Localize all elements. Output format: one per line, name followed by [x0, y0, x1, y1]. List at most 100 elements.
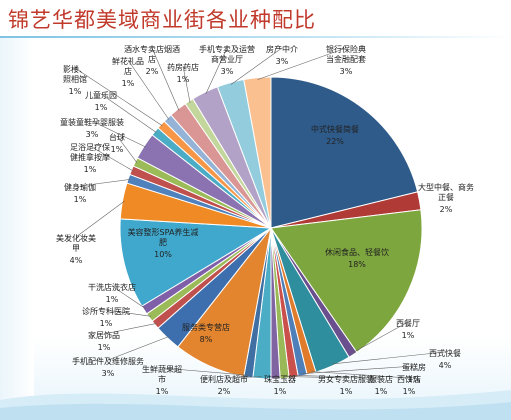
slice-label-22: 台球 1%: [109, 132, 125, 154]
slice-label-7: 蛋糕房 1%: [402, 362, 426, 384]
slice-label-10: 珠宝玉器 1%: [264, 374, 296, 396]
leader-line-22: [116, 135, 138, 163]
slice-value-label: 1%: [274, 387, 287, 396]
slice-label-26: 鲜花礼品店 1%: [112, 56, 144, 88]
slice-label-3: 休闲食品、轻餐饮 18%: [325, 247, 389, 269]
slice-value-label: 2%: [146, 67, 159, 76]
slice-label-6: 西饼店 1%: [397, 374, 421, 396]
leader-line-14: [107, 336, 170, 361]
leader-line-17: [111, 285, 147, 310]
leader-line-23: [91, 120, 147, 148]
slice-label-line: 美发化妆美: [56, 233, 96, 243]
slice-label-28: 药房药店 1%: [167, 62, 199, 84]
slice-label-line: 市: [158, 374, 166, 384]
slice-label-line: 当金融配套: [326, 54, 366, 64]
pie-slices: [119, 76, 423, 380]
slice-label-line: 服务类专营店: [182, 322, 230, 332]
slice-label-line: 珠宝玉器: [264, 374, 296, 384]
slice-value-label: 1%: [156, 387, 169, 396]
slice-value-label: 1%: [84, 165, 97, 174]
slice-value-label: 3%: [221, 67, 234, 76]
slice-label-30: 房产中介 3%: [266, 44, 298, 66]
leader-line-29: [205, 47, 228, 95]
slice-label-line: 大型中餐、商务: [418, 182, 474, 192]
slice-label-19: 美发化妆美甲 4%: [56, 233, 96, 265]
slice-label-line: 正餐: [438, 193, 454, 202]
left-decoration: [0, 38, 34, 420]
slice-label-1: 中式快餐简餐 22%: [311, 124, 359, 146]
slice-label-12: 生鲜蔬果超市 1%: [142, 364, 182, 396]
slice-label-line: 鲜花礼品: [112, 56, 144, 66]
slice-label-17: 干洗店洗衣店 1%: [88, 282, 136, 304]
slice-label-20: 健身瑜伽 1%: [64, 182, 96, 204]
slice-value-label: 10%: [154, 250, 172, 259]
slice-label-line: 影楼、: [63, 64, 87, 74]
slice-label-13: 服务类专营店 8%: [182, 322, 230, 344]
slice-label-line: 生鲜蔬果超: [142, 364, 182, 374]
slice-value-label: 1%: [177, 75, 190, 84]
slice-value-label: 1%: [100, 319, 113, 328]
slice-value-label: 1%: [340, 387, 353, 396]
page-title: 锦艺华都美域商业街各业种配比: [8, 8, 316, 32]
slice-label-line: 店: [124, 66, 132, 76]
slice-label-31: 银行保险典当金融配套 3%: [326, 44, 366, 76]
slice-value-label: 3%: [102, 369, 115, 378]
slice-label-4: 西餐厅 1%: [396, 319, 420, 340]
slice-label-line: 西式快餐: [429, 348, 461, 358]
leader-line-10: [275, 376, 281, 379]
slice-label-line: 服装店: [369, 374, 393, 384]
slice-label-2: 大型中餐、商务正餐 2%: [418, 182, 474, 214]
slice-label-16: 诊所专科医院 1%: [82, 306, 130, 328]
slice-label-18: 美容整形SPA养生减肥 10%: [128, 227, 199, 259]
slice-label-9: 男女专卖店服装 1%: [318, 374, 374, 396]
leader-line-12: [161, 367, 249, 376]
slice-label-line: 美容整形SPA养生减: [128, 227, 199, 237]
slice-label-24: 儿童乐园 1%: [85, 90, 117, 112]
slice-value-label: 3%: [86, 130, 99, 139]
slice-value-label: 1%: [402, 331, 415, 340]
slice-label-line: 蛋糕房: [402, 362, 426, 372]
slice-value-label: 1%: [122, 79, 135, 88]
slice-label-line: 中式快餐简餐: [311, 124, 359, 134]
slice-label-line: 台球: [109, 132, 125, 142]
slice-label-line: 房产中介: [266, 44, 298, 54]
slice-label-line: 足浴足疗保: [70, 142, 110, 152]
leader-line-8: [293, 375, 382, 379]
leader-line-30: [230, 47, 283, 85]
slice-label-line: 儿童乐园: [85, 90, 117, 100]
leader-line-27: [151, 47, 180, 111]
slice-label-5: 西式快餐 4%: [429, 348, 461, 370]
slice-value-label: 1%: [98, 343, 111, 352]
slice-label-line: 健身瑜伽: [64, 182, 96, 192]
slice-label-8: 服装店 1%: [369, 374, 393, 396]
slice-label-line: 西餐厅: [396, 319, 420, 328]
slice-label-line: 健推拿按摩: [70, 152, 110, 162]
leader-line-26: [127, 59, 170, 120]
slice-label-line: 男女专卖店服装: [318, 374, 374, 384]
slice-label-line: 手机专卖及运营: [199, 44, 255, 54]
leader-line-11: [223, 376, 263, 379]
leader-line-19: [75, 200, 125, 238]
slice-value-label: 1%: [74, 195, 87, 204]
pie-slice-31: [243, 76, 272, 229]
bottom-wave-decoration: [0, 390, 511, 420]
slice-label-21: 足浴足疗保健推拿按摩 1%: [70, 142, 110, 174]
slice-label-line: 商营业厅: [211, 54, 243, 64]
slice-label-27: 酒水专卖店烟酒店 2%: [124, 44, 180, 76]
slice-value-label: 3%: [276, 57, 289, 66]
slice-value-label: 1%: [408, 375, 421, 384]
slice-label-line: 诊所专科医院: [82, 306, 130, 316]
pie-slice-3: [270, 209, 423, 353]
slice-value-label: 4%: [439, 361, 452, 370]
slice-value-label: 18%: [348, 260, 366, 269]
slice-label-line: 药房药店: [167, 62, 199, 72]
slice-label-line: 银行保险典: [326, 44, 366, 54]
leader-line-5: [332, 351, 446, 365]
pie-slice-1: [270, 76, 419, 229]
leader-line-21: [89, 145, 134, 172]
slice-label-line: 店: [148, 54, 156, 64]
leader-line-20: [79, 179, 131, 187]
slice-label-line: 童装童鞋孕婴服装: [60, 117, 124, 127]
